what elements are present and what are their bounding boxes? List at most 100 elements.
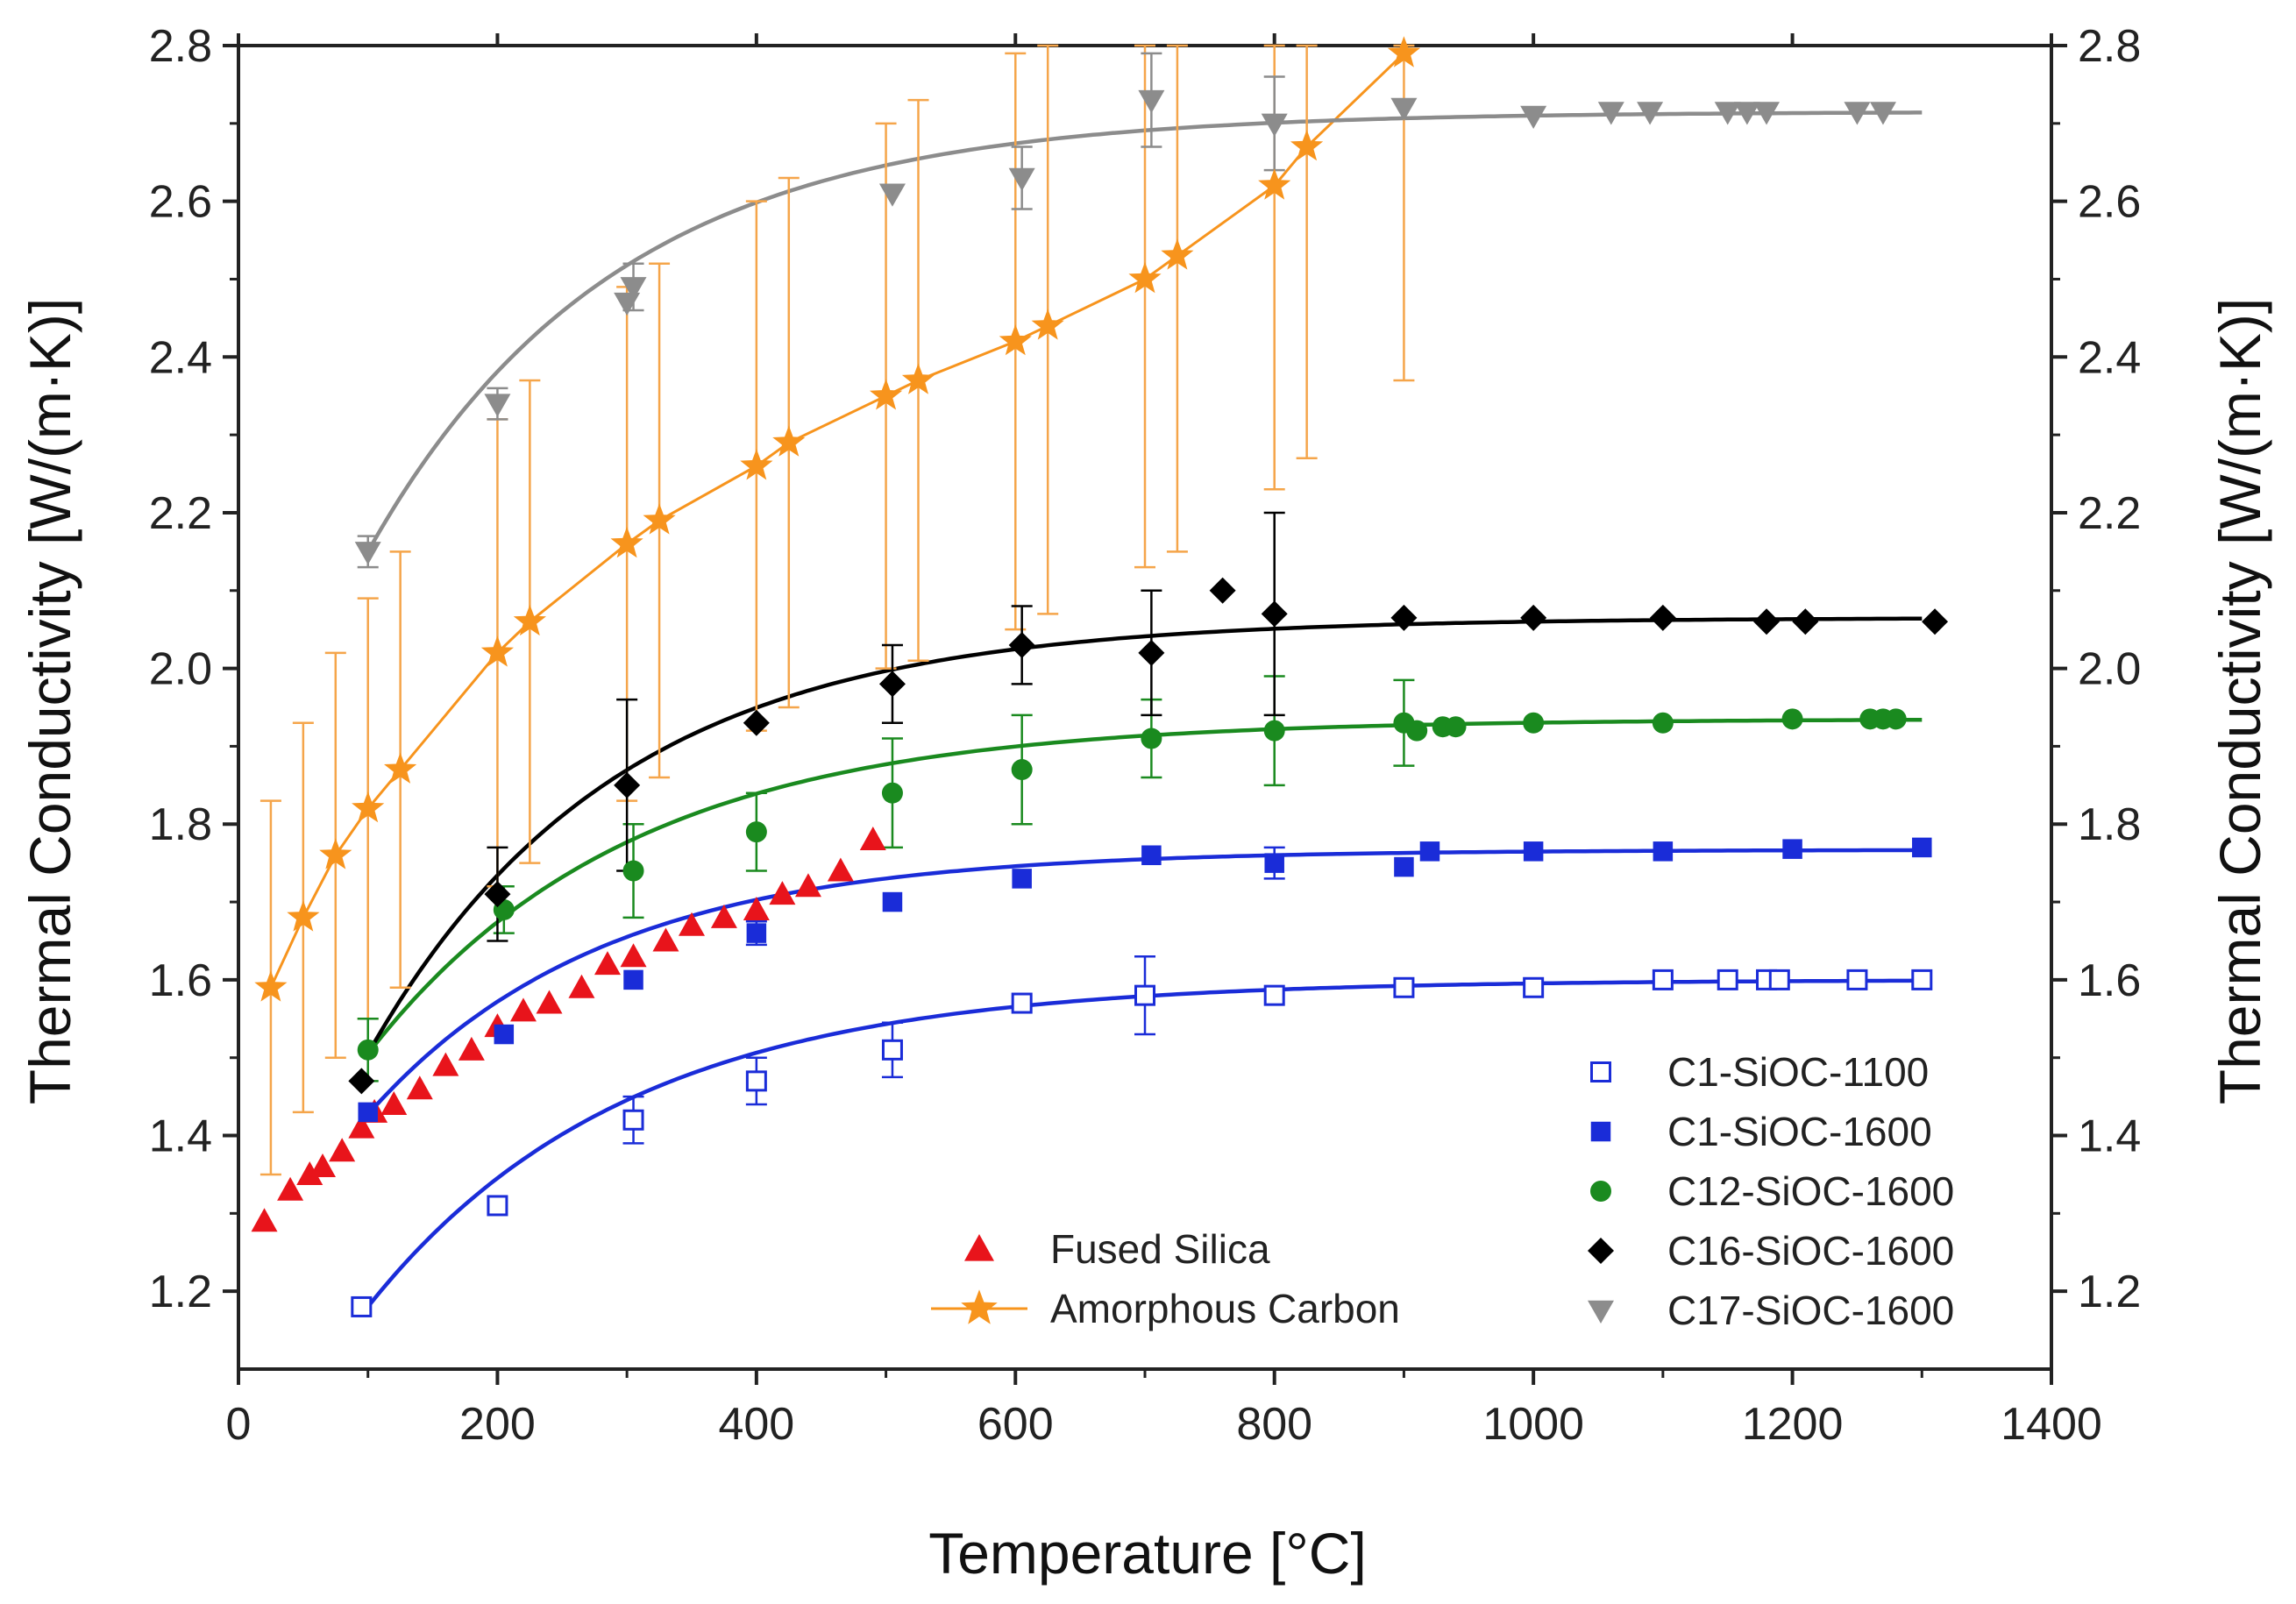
c1-sioc-1100-point [1768, 969, 1790, 990]
c16-sioc-1600-point [1520, 604, 1547, 631]
y-tick-label-right: 2.8 [2078, 21, 2141, 72]
c1-sioc-1100-point [1846, 969, 1868, 990]
fused-silica-point [794, 873, 821, 898]
fused-silica-point [348, 1114, 375, 1139]
c1-sioc-1600-point [1782, 839, 1802, 859]
c1-sioc-1600-point [1653, 841, 1674, 862]
c17-sioc-1600-point [1261, 113, 1288, 137]
c1-sioc-1600-point [1394, 856, 1414, 877]
c12-sioc-1600-point [1406, 720, 1428, 742]
c17-sioc-1600-point [354, 542, 381, 565]
y-tick-label-right: 2.4 [2078, 332, 2141, 383]
amorphous-carbon-point [352, 791, 385, 823]
y-tick-label-right: 2.2 [2078, 488, 2141, 539]
c1-sioc-1100-point [1911, 969, 1933, 990]
y-tick-label-right: 2.6 [2078, 177, 2141, 228]
legend-item-c17-sioc-1600: C17-SiOC-1600 [1588, 1288, 1954, 1333]
legend-label: C1-SiOC-1100 [1667, 1049, 1929, 1095]
fused-silica-point [251, 1208, 278, 1232]
legend-label: Amorphous Carbon [1050, 1286, 1400, 1331]
c12-sioc-1600-point [1652, 712, 1674, 734]
amorphous-carbon-point [740, 449, 773, 480]
c12-sioc-1600-point [357, 1039, 379, 1061]
c17-sioc-1600-point [1869, 102, 1896, 125]
y-tick-label-left: 1.2 [149, 1267, 212, 1317]
x-tick-label: 1400 [2001, 1399, 2102, 1450]
amorphous-carbon-line [269, 52, 1405, 989]
x-axis-title: Temperature [°C] [928, 1521, 1367, 1586]
c1-sioc-1100-point [351, 1295, 373, 1317]
fused-silica-point [380, 1091, 408, 1115]
y-tick-label-left: 2.4 [149, 332, 212, 383]
fused-silica-point [827, 857, 854, 882]
c1-sioc-1100-point [1393, 976, 1415, 998]
amorphous-carbon-point [999, 324, 1032, 356]
legend-marker [964, 1234, 994, 1261]
c16-sioc-1600-point [1209, 577, 1236, 604]
c1-sioc-1100-point [487, 1195, 508, 1217]
fused-silica-point [536, 990, 563, 1014]
amorphous-carbon-error-bar [1134, 44, 1155, 569]
c12-sioc-1600-point [881, 782, 903, 804]
legend-item-c1-sioc-1600: C1-SiOC-1600 [1590, 1109, 1932, 1154]
c1-sioc-1600-point [1012, 869, 1032, 889]
y-tick-label-left: 1.8 [149, 799, 212, 850]
c12-sioc-1600-point [1141, 727, 1162, 749]
c16-sioc-1600-point [1390, 604, 1418, 631]
c17-sioc-1600-point [1008, 167, 1035, 191]
c12-sioc-1600-point [1445, 716, 1467, 738]
y-tick-label-right: 1.2 [2078, 1267, 2141, 1317]
c17-sioc-1600-point [1138, 89, 1165, 114]
fused-silica-point [743, 896, 770, 920]
x-tick-label: 1000 [1482, 1399, 1584, 1450]
fused-silica-point [509, 997, 537, 1022]
fused-silica-point [620, 943, 647, 968]
c12-sioc-1600-point [622, 860, 644, 882]
y-tick-label-left: 2.0 [149, 644, 212, 695]
legend-item-amorphous-carbon: Amorphous Carbon [931, 1286, 1400, 1331]
c1-sioc-1100-point [1652, 969, 1674, 990]
legend-item-c16-sioc-1600: C16-SiOC-1600 [1588, 1228, 1954, 1274]
amorphous-carbon-error-bar [1393, 44, 1415, 382]
amorphous-carbon-point [513, 604, 546, 636]
c1-sioc-1100-point [1011, 992, 1033, 1014]
legend-right: C1-SiOC-1100 C1-SiOC-1600 C12-SiOC-1600 C16… [1588, 1049, 1954, 1333]
y-tick-label-left: 1.4 [149, 1111, 212, 1162]
fused-silica-point [859, 827, 886, 850]
legend-left: Fused Silica Amorphous Carbon [931, 1226, 1400, 1331]
x-tick-label: 200 [459, 1399, 536, 1450]
amorphous-carbon-point [1128, 261, 1162, 294]
c1-sioc-1600-point [1523, 841, 1544, 862]
c17-sioc-1600-point [620, 277, 647, 301]
y-tick-label-left: 2.2 [149, 488, 212, 539]
legend-marker [1588, 1238, 1614, 1264]
c1-sioc-1600-point [746, 923, 767, 943]
amorphous-carbon-point [1387, 36, 1420, 67]
amorphous-carbon-point [643, 503, 676, 535]
y-tick-label-right: 1.6 [2078, 955, 2141, 1006]
fused-silica-point [432, 1052, 459, 1076]
c16-sioc-1600-point [1649, 604, 1676, 631]
c17-sioc-1600-point [1714, 102, 1741, 125]
c12-sioc-1600-point [1781, 708, 1803, 730]
c16-sioc-1600-point [1792, 608, 1819, 635]
c17-sioc-1600-point [1597, 102, 1624, 125]
amorphous-carbon-point [287, 900, 320, 932]
c1-sioc-1100-point [1717, 969, 1738, 990]
c16-sioc-1600-point [348, 1068, 375, 1095]
c17-sioc-1600-point [614, 292, 641, 316]
c16-sioc-1600-point [1753, 608, 1781, 635]
c1-sioc-1100-point [745, 1070, 767, 1092]
c16-sioc-1600-point [1922, 608, 1949, 635]
c16-sioc-1600-point [878, 671, 906, 698]
legend-item-c1-sioc-1100: C1-SiOC-1100 [1590, 1049, 1929, 1095]
legend-label: C1-SiOC-1600 [1667, 1109, 1932, 1154]
fused-silica-point [679, 912, 705, 936]
c17-sioc-1600-point [1733, 102, 1760, 125]
fused-silica-point [277, 1176, 304, 1201]
amorphous-carbon-point [610, 526, 643, 558]
fused-silica-point [458, 1036, 485, 1061]
c17-sioc-1600-point [878, 183, 906, 207]
c1-sioc-1600-point [1141, 845, 1162, 866]
